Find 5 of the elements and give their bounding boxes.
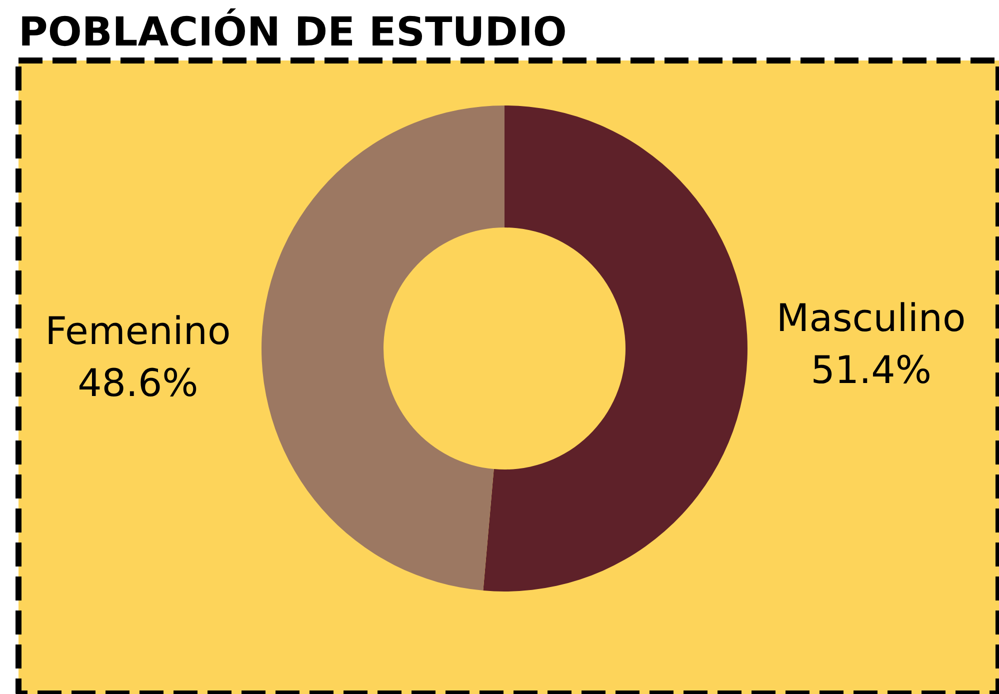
slice-label: Femenino [45, 308, 231, 353]
slice-label: Masculino [776, 296, 966, 340]
data-label: 48.6% [78, 360, 198, 405]
data-label: 51.4% [810, 348, 932, 392]
chart-title: POBLACIÓN DE ESTUDIO [18, 8, 567, 56]
